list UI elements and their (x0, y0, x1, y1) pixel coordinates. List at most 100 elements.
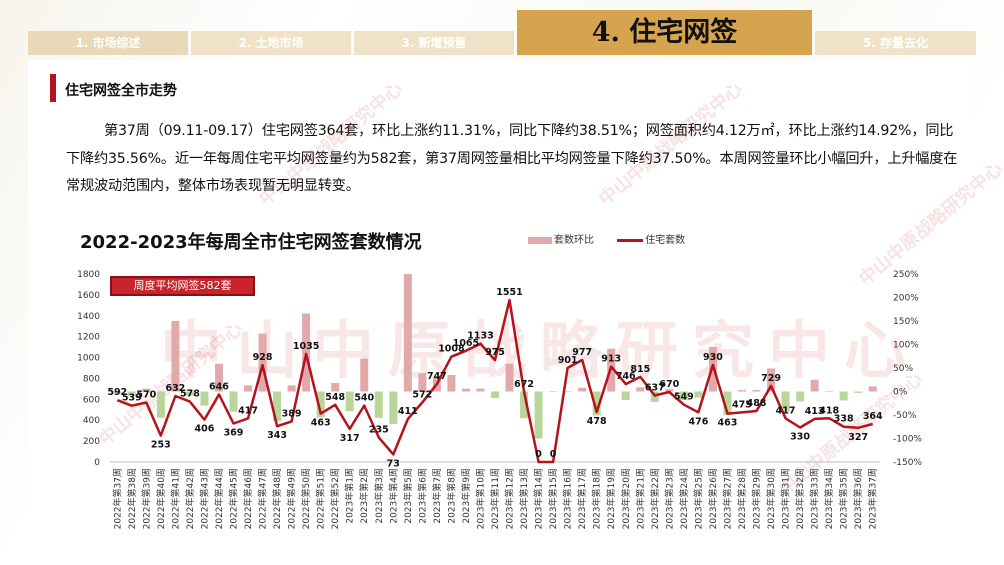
x-tick-label: 2023年第33周 (809, 468, 821, 529)
data-label: 463 (311, 418, 331, 429)
legend-line-swatch (617, 238, 644, 242)
qoq-bar (418, 373, 427, 392)
data-label: 570 (136, 389, 156, 400)
data-label: 253 (151, 440, 171, 451)
data-label: 235 (369, 424, 389, 435)
data-label: 1035 (293, 341, 319, 352)
data-label: 1551 (496, 287, 522, 298)
legend-bar-swatch (528, 236, 552, 244)
x-tick-label: 2023年第9周 (460, 468, 472, 524)
qoq-bar (258, 333, 267, 392)
qoq-bar (839, 391, 848, 401)
data-label: 672 (514, 379, 534, 390)
tab-land-market[interactable]: 2. 土地市场 (191, 31, 351, 55)
x-tick-label: 2023年第28周 (736, 468, 748, 529)
qoq-bar (142, 388, 151, 392)
data-label: 476 (688, 416, 708, 427)
data-label: 670 (659, 379, 679, 390)
x-tick-label: 2023年第10周 (474, 468, 486, 529)
qoq-bar (113, 391, 122, 394)
x-tick-label: 2023年第36周 (852, 468, 864, 529)
qoq-bar (810, 379, 819, 392)
y-right-tick-label: 250% (893, 270, 919, 280)
tab-new-presale[interactable]: 3. 新增预售 (354, 31, 514, 55)
qoq-bar (345, 391, 354, 412)
data-label: 549 (674, 392, 694, 403)
y-left-tick-label: 200 (83, 437, 100, 447)
x-tick-label: 2023年第7周 (431, 468, 443, 524)
qoq-bar (767, 368, 776, 392)
data-label: 578 (180, 389, 200, 400)
y-left-tick-label: 400 (83, 416, 100, 426)
qoq-bar (127, 391, 136, 396)
x-tick-label: 2023年第11周 (489, 468, 501, 529)
x-tick-label: 2023年第5周 (402, 468, 414, 524)
data-label: 572 (412, 389, 432, 400)
y-right-tick-label: 200% (893, 294, 919, 304)
x-tick-label: 2022年第44周 (213, 468, 225, 529)
qoq-bar (476, 388, 485, 392)
data-label: 975 (485, 347, 505, 358)
x-tick-label: 2023年第35周 (838, 468, 850, 529)
legend-bar-label: 套数环比 (554, 235, 594, 246)
x-tick-label: 2022年第51周 (315, 468, 327, 529)
qoq-bar (534, 391, 543, 439)
x-tick-label: 2023年第15周 (547, 468, 559, 529)
data-label: 632 (165, 383, 185, 394)
qoq-bar (520, 391, 529, 419)
tab-inventory[interactable]: 5. 存量去化 (815, 31, 976, 55)
data-label: 977 (572, 347, 592, 358)
x-tick-label: 2023年第27周 (721, 468, 733, 529)
x-tick-label: 2023年第16周 (562, 468, 574, 529)
data-label: 928 (253, 352, 273, 363)
data-label: 406 (195, 424, 215, 435)
data-label: 646 (209, 382, 229, 393)
qoq-bar (825, 391, 834, 392)
y-right-tick-label: 50% (893, 364, 913, 374)
data-label: 369 (224, 427, 244, 438)
data-label: 540 (354, 393, 374, 404)
x-tick-label: 2022年第47周 (257, 468, 269, 529)
data-label: 417 (238, 405, 258, 416)
qoq-bar (447, 375, 456, 392)
section-tab-bar: 1. 市场综述 2. 土地市场 3. 新增预售 4. 住宅网签 5. 存量去化 (28, 10, 976, 55)
qoq-bar (461, 388, 470, 392)
sales-line (116, 298, 874, 464)
x-tick-label: 2023年第37周 (867, 468, 879, 529)
data-label: 343 (267, 430, 287, 441)
x-tick-label: 2023年第3周 (373, 468, 385, 524)
x-tick-label: 2023年第1周 (344, 468, 356, 524)
tab-residential-signing[interactable]: 4. 住宅网签 (517, 10, 812, 55)
qoq-bar (287, 385, 296, 392)
section-marker (50, 74, 56, 102)
x-tick-label: 2023年第20周 (620, 468, 632, 529)
qoq-bar (214, 363, 223, 392)
data-label: 478 (587, 416, 607, 427)
x-tick-label: 2023年第17周 (576, 468, 588, 529)
watermark-large: 中山中原战略研究中心 (160, 314, 921, 387)
data-label: 1133 (467, 331, 493, 342)
data-label: 0 (535, 449, 542, 460)
qoq-bar (229, 391, 238, 412)
qoq-bar (694, 391, 703, 398)
x-tick-label: 2022年第45周 (227, 468, 239, 529)
chart-title: 2022-2023年每周全市住宅网签套数情况 (80, 232, 422, 253)
qoq-bar (403, 274, 412, 392)
content-card (28, 60, 968, 565)
data-label: 548 (325, 392, 345, 403)
y-left-tick-label: 600 (83, 395, 100, 405)
y-left-tick-label: 1400 (77, 312, 100, 322)
qoq-bar (868, 386, 877, 392)
data-label: 913 (601, 354, 621, 365)
qoq-bar (737, 390, 746, 392)
qoq-bar (665, 389, 674, 392)
x-tick-label: 2022年第52周 (329, 468, 341, 529)
tab-market-overview[interactable]: 1. 市场综述 (28, 31, 188, 55)
data-label: 0 (550, 449, 557, 460)
qoq-bar (796, 391, 805, 402)
summary-paragraph: 第37周（09.11-09.17）住宅网签364套，环比上涨约11.31%，同比… (66, 123, 958, 194)
data-label: 815 (630, 364, 650, 375)
qoq-bar (491, 391, 499, 399)
data-label: 364 (863, 411, 883, 422)
